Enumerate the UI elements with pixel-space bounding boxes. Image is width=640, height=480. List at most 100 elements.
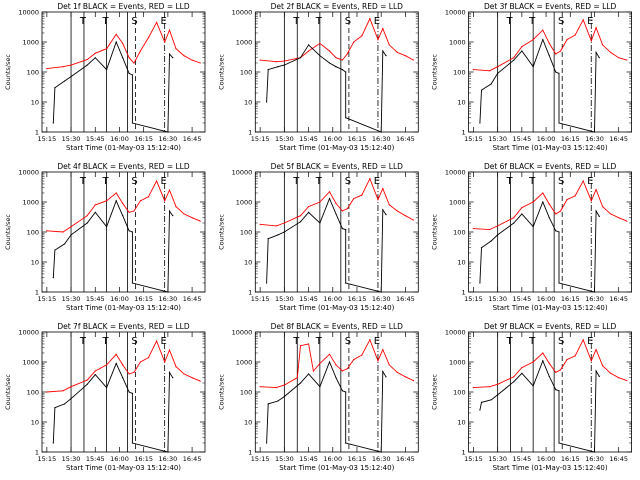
series-point [542,352,544,354]
series-point [131,392,133,394]
y-tick-label: 10 [457,419,465,427]
time-marker-letter: E [374,16,380,27]
series-point [497,383,499,385]
series-point [175,366,177,368]
y-tick-label: 1000 [236,39,253,47]
series-point [139,200,142,202]
series-point [396,371,398,374]
y-tick-label: 1000 [449,359,466,367]
series-point [532,201,534,203]
series-point [283,384,285,386]
series-point [521,50,523,52]
series-point [542,192,544,194]
plot-frame [254,331,419,453]
series-point [472,387,475,389]
series-point [175,206,177,208]
series-point [559,369,562,371]
x-tick-label: 15:30 [488,135,507,143]
x-tick-label: 16:30 [159,135,178,143]
series-point [62,66,64,68]
series-point [70,234,72,236]
series-point [70,226,72,228]
series-point [377,199,379,201]
series-point [105,48,108,50]
chart-title: Det 1f BLACK = Events, RED = LLD [57,2,190,11]
y-tick-label: 10 [244,419,252,427]
y-tick-label: 1 [35,289,39,297]
series-point [105,200,108,202]
series-point [312,370,314,372]
series-point [283,64,285,66]
series-point [172,57,174,59]
series-point [377,39,379,41]
y-tick-label: 1 [35,129,39,137]
series-point [267,403,269,405]
series-point [46,391,48,393]
x-tick-label: 16:45 [183,295,202,303]
time-marker-letter: S [558,176,564,187]
series-point [521,207,523,209]
series-point [595,210,597,212]
series-point [191,59,193,61]
series-point [558,231,560,233]
series-point [548,217,550,219]
y-tick-label: 1000 [449,199,466,207]
series-point [155,21,158,24]
series-point [105,364,108,366]
y-axis-label: Counts/sec [4,54,12,90]
x-tick-label: 16:00 [110,295,129,303]
series-point [558,390,560,392]
series-point [574,34,576,36]
series-point [168,189,171,191]
time-marker-letter: S [345,16,351,27]
x-tick-label: 16:45 [183,455,202,463]
y-tick-label: 10000 [18,169,39,177]
x-tick-label: 16:00 [110,135,129,143]
series-point [52,122,54,124]
x-tick-label: 16:15 [348,455,367,463]
time-marker-letter: E [587,336,593,347]
series-point [155,340,158,342]
series-point [86,215,88,217]
series-point [513,381,515,383]
series-point [341,69,344,71]
series-point [168,349,171,351]
x-axis-label: Start Time (01-May-03 15:12:40) [279,464,394,472]
x-tick-label: 16:45 [609,135,628,143]
series-point [335,213,337,215]
series-point [335,377,337,379]
x-tick-label: 16:00 [537,295,556,303]
y-tick-label: 10 [457,259,465,267]
time-marker-letter: S [345,336,351,347]
series-point [105,226,108,228]
series-point [328,50,331,52]
series-point [497,66,499,68]
series-point [480,89,483,91]
series-point [183,373,185,375]
series-point [513,217,515,219]
chart-title: Det 9f BLACK = Events, RED = LLD [484,322,617,331]
series-point [490,240,492,242]
x-tick-label: 16:30 [372,135,391,143]
series-point [131,122,133,124]
y-tick-label: 100 [240,389,252,397]
series-point [385,376,387,378]
series-point [307,373,310,375]
plot-frame [41,171,206,293]
x-tick-label: 16:30 [159,455,178,463]
y-tick-label: 10 [244,99,252,107]
series-point [122,57,124,59]
series-point [558,72,560,74]
y-axis-label: Counts/sec [4,374,12,410]
series-point [601,44,604,46]
series-point [335,57,337,59]
series-point [382,27,384,30]
series-point [115,362,117,364]
series-point [131,282,133,284]
series-point [513,57,515,59]
time-marker-letter: T [528,176,536,187]
x-tick-label: 15:30 [275,135,294,143]
series-point [46,230,48,232]
series-point [319,42,321,44]
chart-title: Det 3f BLACK = Events, RED = LLD [484,2,617,11]
